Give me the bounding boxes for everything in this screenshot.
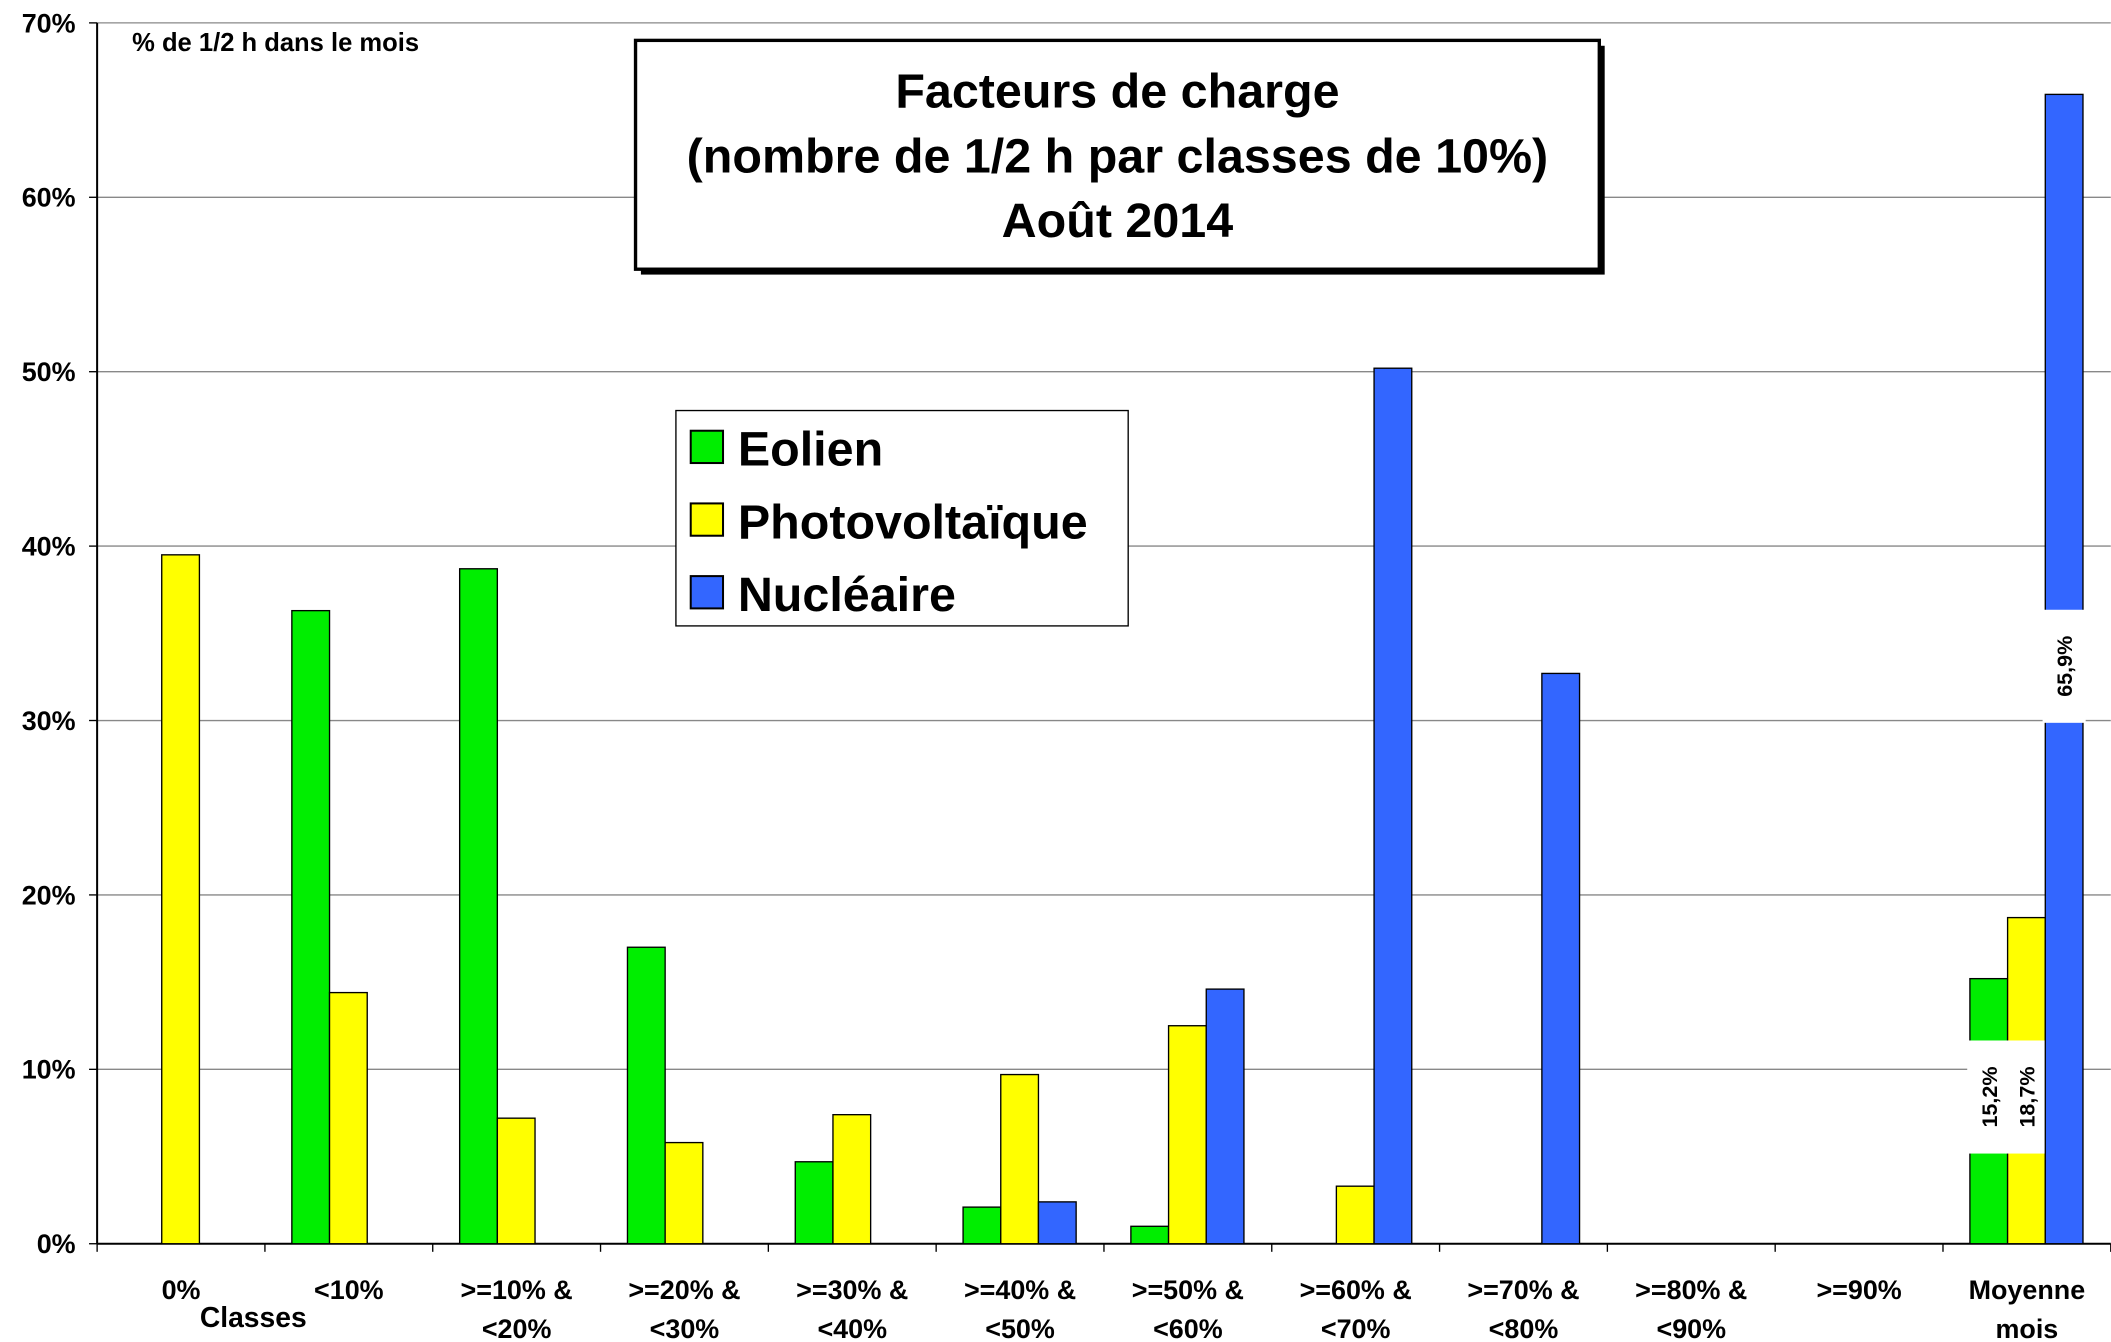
x-tick-label: >=40% & <50% [964,1275,1076,1342]
legend-swatch [689,502,725,537]
x-tick-label: >=90% [1816,1275,1901,1305]
value-label: 65,9% [2053,636,2077,697]
x-tick-label: >=50% & <60% [1132,1275,1244,1342]
x-axis-label: Classes [200,1301,307,1333]
x-tick-label-line: >=10% & [461,1275,573,1305]
x-tick-label-line: mois [1995,1314,2058,1342]
y-tick-label: 10% [22,1055,76,1085]
y-axis-label: % de 1/2 h dans le mois [132,29,419,57]
bar [291,609,331,1245]
bar [1000,1073,1040,1245]
x-tick-label: >=70% & <80% [1467,1275,1579,1342]
value-label: 15,2% [1978,1067,2002,1128]
x-tick-label-line: >=30% & [796,1275,908,1305]
bar [962,1206,1002,1245]
value-label: 18,7% [2016,1067,2040,1128]
legend-label: Eolien [738,423,883,477]
x-tick-label-line: >=70% & [1467,1275,1579,1305]
value-label-bg [2004,1040,2048,1154]
y-tick-label: 40% [22,532,76,562]
bar [1205,988,1245,1245]
bar [664,1141,704,1245]
y-tick-label: 20% [22,880,76,910]
x-tick-label-line: >=50% & [1132,1275,1244,1305]
y-tick-label: 30% [22,706,76,736]
x-tick-label: >=30% & <40% [796,1275,908,1342]
bar [1335,1185,1375,1245]
bar [1541,672,1581,1245]
legend-label: Photovoltaïque [738,495,1088,549]
x-tick-label-line: <20% [482,1314,552,1342]
x-tick-label-line: >=90% [1816,1275,1901,1305]
x-tick-label-line: <40% [817,1314,887,1342]
x-tick-label-line: >=40% & [964,1275,1076,1305]
x-tick-label-line: <60% [1153,1314,1223,1342]
chart-title: Facteurs de charge [895,65,1339,119]
legend-swatch [689,575,725,610]
bar [1130,1225,1170,1245]
y-tick-label: 0% [37,1229,76,1259]
x-tick-label: >=10% & <20% [461,1275,573,1342]
x-tick-label-line: <10% [314,1275,384,1305]
x-tick-label: <10% [314,1275,384,1305]
bar [328,991,368,1245]
legend-label: Nucléaire [738,568,956,622]
bar [1373,367,1413,1245]
x-tick-label: >=20% & <30% [628,1275,740,1342]
value-label-bg [1967,1040,2011,1154]
chart-title: Août 2014 [1002,194,1234,248]
x-tick-label: Moyenne mois [1969,1275,2086,1342]
x-tick-label-line: >=20% & [628,1275,740,1305]
legend-swatch [689,429,725,465]
legend-box [675,409,1129,627]
title-box [633,38,1601,271]
y-tick-label: 70% [22,8,76,38]
bar [1037,1201,1077,1245]
y-tick-label: 60% [22,183,76,213]
bar [794,1161,834,1245]
x-tick-label-line: <50% [985,1314,1055,1342]
x-tick-label: >=80% & <90% [1635,1275,1747,1342]
x-tick-label-line: <30% [650,1314,720,1342]
x-tick-label-line: Moyenne [1969,1275,2086,1305]
bar [161,554,201,1245]
bar [496,1117,536,1245]
bar [626,946,666,1245]
x-tick-label-line: 0% [162,1275,201,1305]
chart-title: (nombre de 1/2 h par classes de 10%) [687,129,1548,183]
x-tick-label-line: >=80% & [1635,1275,1747,1305]
y-tick-label: 50% [22,357,76,387]
x-tick-label: 0% [162,1275,201,1305]
x-tick-label-line: <90% [1656,1314,1726,1342]
x-tick-label: >=60% & <70% [1300,1275,1412,1342]
bar [458,568,499,1245]
x-tick-label-line: <80% [1489,1314,1559,1342]
x-tick-label-line: <70% [1321,1314,1391,1342]
x-tick-label-line: >=60% & [1300,1275,1412,1305]
bar [832,1114,872,1245]
bar [1167,1025,1207,1245]
value-label-bg [2042,609,2086,723]
